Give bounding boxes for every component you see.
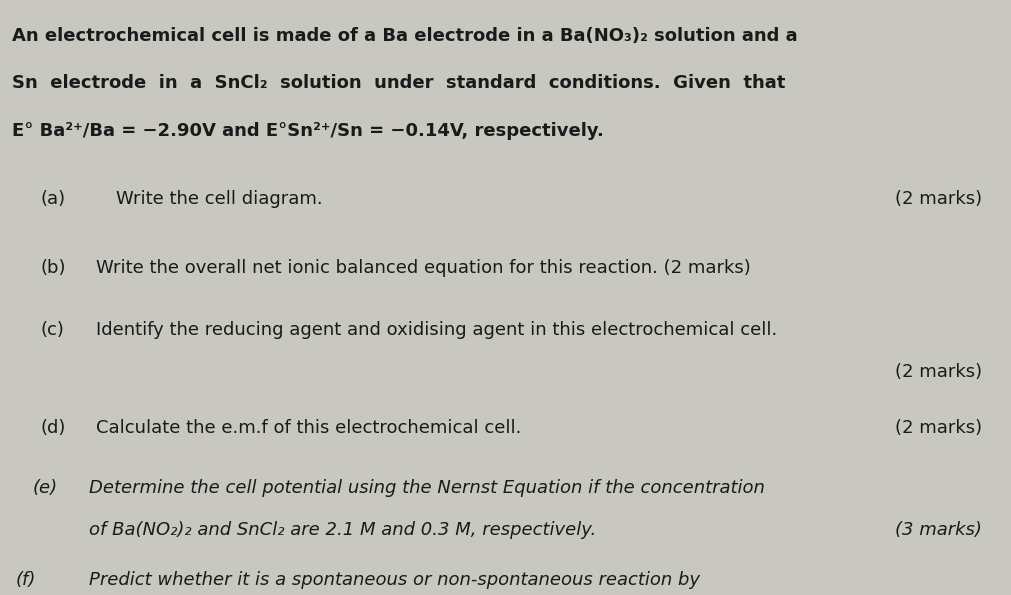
Text: (b): (b)	[40, 259, 66, 277]
Text: (d): (d)	[40, 419, 66, 437]
Text: Determine the cell potential using the Nernst Equation if the concentration: Determine the cell potential using the N…	[89, 479, 764, 497]
Text: Sn  electrode  in  a  SnCl₂  solution  under  standard  conditions.  Given  that: Sn electrode in a SnCl₂ solution under s…	[12, 74, 785, 92]
Text: (a): (a)	[40, 190, 66, 208]
Text: E° Ba²⁺/Ba = −2.90V and E°Sn²⁺/Sn = −0.14V, respectively.: E° Ba²⁺/Ba = −2.90V and E°Sn²⁺/Sn = −0.1…	[12, 122, 604, 140]
Text: Identify the reducing agent and oxidising agent in this electrochemical cell.: Identify the reducing agent and oxidisin…	[96, 321, 776, 339]
Text: Write the overall net ionic balanced equation for this reaction. (2 marks): Write the overall net ionic balanced equ…	[96, 259, 750, 277]
Text: (2 marks): (2 marks)	[894, 419, 981, 437]
Text: An electrochemical cell is made of a Ba electrode in a Ba(NO₃)₂ solution and a: An electrochemical cell is made of a Ba …	[12, 27, 797, 45]
Text: (c): (c)	[40, 321, 65, 339]
Text: (2 marks): (2 marks)	[894, 190, 981, 208]
Text: Predict whether it is a spontaneous or non-spontaneous reaction by: Predict whether it is a spontaneous or n…	[89, 571, 700, 589]
Text: Calculate the e.m.f of this electrochemical cell.: Calculate the e.m.f of this electrochemi…	[96, 419, 521, 437]
Text: Write the cell diagram.: Write the cell diagram.	[116, 190, 323, 208]
Text: (3 marks): (3 marks)	[894, 521, 981, 538]
Text: of Ba(NO₂)₂ and SnCl₂ are 2.1 M and 0.3 M, respectively.: of Ba(NO₂)₂ and SnCl₂ are 2.1 M and 0.3 …	[89, 521, 595, 538]
Text: (e): (e)	[32, 479, 58, 497]
Text: (f): (f)	[15, 571, 35, 589]
Text: (2 marks): (2 marks)	[894, 363, 981, 381]
